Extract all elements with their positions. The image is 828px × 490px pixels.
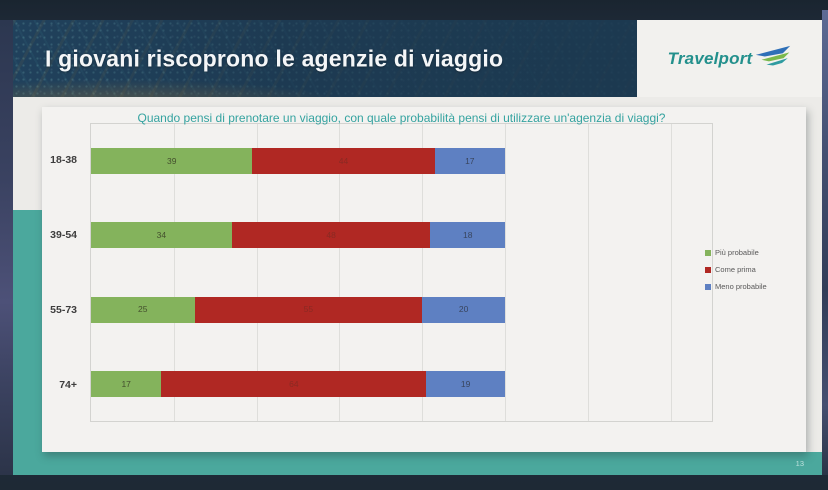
category-label-55-73: 55-73 <box>50 303 77 316</box>
page-number: 13 <box>795 459 804 468</box>
chart-plot-area: 39 44 17 34 48 18 25 55 20 17 64 19 <box>90 123 713 422</box>
category-label-18-38: 18-38 <box>50 154 77 167</box>
legend-entry-più-probabile: Più probabile <box>705 248 767 257</box>
bar-row-39-54: 34 48 18 <box>91 198 712 272</box>
category-label-39-54: 39-54 <box>50 229 77 242</box>
data-label: 64 <box>289 378 299 389</box>
bar-segment-55-73-come-prima: 55 <box>194 296 423 323</box>
chart-legend: Più probabile Come prima Meno probabile <box>705 248 767 299</box>
teal-accent-strip <box>13 210 42 475</box>
slide-footer-band: 13 <box>13 452 822 475</box>
data-label: 17 <box>121 378 131 389</box>
bar-segment-74+-come-prima: 64 <box>161 370 427 397</box>
bar-segment-39-54-meno-probabile: 18 <box>430 222 505 249</box>
travelport-logo-text: Travelport <box>667 48 753 68</box>
slide-header: I giovani riscoprono le agenzie di viagg… <box>13 20 637 97</box>
gridline-140 <box>670 124 672 421</box>
chart-card: Quando pensi di prenotare un viaggio, co… <box>42 107 806 452</box>
bar-row-55-73: 25 55 20 <box>91 273 712 347</box>
data-label: 44 <box>338 155 349 166</box>
bar-row-18-38: 39 44 17 <box>91 124 712 198</box>
legend-label: Come prima <box>715 265 756 274</box>
bar-segment-18-38-meno-probabile: 17 <box>434 148 505 175</box>
header-gold-glow <box>13 79 353 97</box>
gridline-100 <box>505 124 506 421</box>
travelport-swoosh-icon <box>756 45 791 66</box>
stacked-bar-39-54: 34 48 18 <box>91 222 505 249</box>
bar-segment-74+-meno-probabile: 19 <box>426 370 505 397</box>
slide: I giovani riscoprono le agenzie di viagg… <box>13 20 822 475</box>
data-label: 55 <box>303 304 314 315</box>
desktop-left-edge <box>0 20 13 475</box>
bar-segment-55-73-più-probabile: 25 <box>91 296 195 323</box>
chart-title: Quando pensi di prenotare un viaggio, co… <box>137 111 666 125</box>
legend-swatch-icon <box>705 266 711 273</box>
data-label: 34 <box>156 230 167 241</box>
gridline-20 <box>173 124 175 421</box>
legend-entry-come-prima: Come prima <box>705 265 767 274</box>
desktop-right-edge <box>822 10 828 475</box>
legend-label: Più probabile <box>715 248 759 257</box>
bar-row-74+: 17 64 19 <box>91 347 712 421</box>
category-axis: 18-38 39-54 55-73 74+ <box>42 123 84 422</box>
gridline-40 <box>256 124 258 421</box>
stacked-bar-55-73: 25 55 20 <box>91 296 505 323</box>
gridline-120 <box>587 124 589 421</box>
data-label: 25 <box>138 304 148 315</box>
legend-swatch-icon <box>705 249 711 256</box>
data-label: 19 <box>460 378 471 389</box>
gridline-80 <box>422 124 424 421</box>
gridline-60 <box>339 124 341 421</box>
bar-segment-74+-più-probabile: 17 <box>91 370 162 397</box>
data-label: 39 <box>166 155 177 166</box>
legend-label: Meno probabile <box>715 282 767 291</box>
legend-entry-meno-probabile: Meno probabile <box>705 282 767 291</box>
bar-segment-39-54-come-prima: 48 <box>231 222 431 249</box>
bar-segment-18-38-come-prima: 44 <box>252 148 435 175</box>
header-digital-texture <box>13 20 637 97</box>
logo-box: Travelport <box>637 20 822 97</box>
bar-segment-18-38-più-probabile: 39 <box>91 148 253 175</box>
data-label: 18 <box>463 230 473 241</box>
bar-segment-39-54-più-probabile: 34 <box>91 222 232 249</box>
bar-segment-55-73-meno-probabile: 20 <box>422 296 505 323</box>
legend-swatch-icon <box>705 283 711 290</box>
stacked-bar-18-38: 39 44 17 <box>91 148 505 175</box>
stacked-bar-74+: 17 64 19 <box>91 370 505 397</box>
data-label: 20 <box>458 304 469 315</box>
slide-title: I giovani riscoprono le agenzie di viagg… <box>45 45 504 71</box>
data-label: 17 <box>465 155 475 166</box>
category-label-74+: 74+ <box>59 378 77 391</box>
data-label: 48 <box>326 230 336 241</box>
